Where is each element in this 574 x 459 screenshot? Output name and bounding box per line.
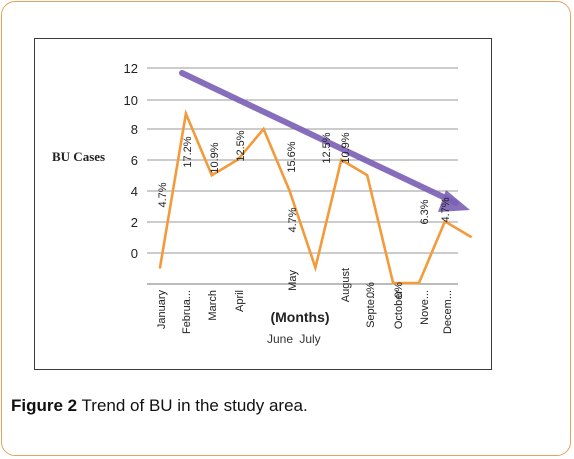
y-tick-12: 12 — [124, 61, 138, 76]
data-point — [184, 112, 188, 115]
y-tick-10: 10 — [124, 93, 138, 108]
data-label: 4.7% — [157, 182, 169, 207]
data-point — [236, 158, 239, 161]
x-tick-may: May — [287, 270, 299, 291]
data-point — [288, 189, 291, 192]
x-extra-label-june: June — [267, 332, 293, 346]
x-tick-april: April — [234, 290, 246, 312]
x-tick-decem: Decem... — [442, 290, 454, 334]
data-point — [443, 220, 447, 223]
data-label: 12.5% — [321, 132, 333, 163]
trend-arrow-head — [438, 190, 470, 212]
x-tick-october: October — [393, 290, 405, 329]
x-tick-nove: Nove... — [419, 290, 431, 325]
y-tick-6: 6 — [131, 153, 138, 168]
data-point — [262, 127, 265, 131]
x-tick-january: January — [156, 290, 168, 330]
y-axis-label: BU Cases — [52, 149, 106, 164]
x-tick-march: March — [207, 290, 219, 321]
x-tick-februa: Februa... — [181, 290, 193, 334]
caption-label: Figure 2 — [11, 396, 78, 415]
data-label: 6.3% — [419, 199, 431, 224]
data-label: 4.7% — [440, 197, 452, 222]
trend-arrow-shaft — [179, 70, 459, 206]
data-point — [469, 235, 472, 238]
y-tick-2: 2 — [131, 215, 138, 230]
data-point — [366, 174, 369, 177]
data-point — [391, 281, 395, 285]
y-tick-4: 4 — [131, 184, 138, 199]
data-label: 4.7% — [287, 207, 299, 232]
data-point — [210, 174, 213, 177]
y-tick-8: 8 — [131, 122, 138, 137]
data-label: 0% — [365, 282, 377, 298]
trend-arrow — [179, 70, 470, 212]
x-extra-label-july: July — [299, 332, 320, 346]
data-label: 17.2% — [182, 136, 194, 167]
gridlines — [147, 67, 458, 285]
data-label: 10.9% — [340, 132, 352, 163]
data-point — [314, 266, 317, 269]
series-line — [158, 108, 472, 285]
data-point — [417, 281, 421, 285]
data-label: 15.6% — [286, 141, 298, 172]
y-tick-0: 0 — [131, 246, 138, 261]
data-label: 0% — [393, 282, 405, 298]
x-tick-septe: Septe... — [365, 290, 377, 328]
data-label: 10.9% — [209, 142, 221, 173]
caption-text: Trend of BU in the study area. — [81, 396, 308, 415]
x-tick-labels: January Februa... March April May August Septe… — [156, 268, 454, 334]
figure-caption: Figure 2 Trend of BU in the study area. — [11, 396, 308, 416]
data-point — [340, 158, 343, 161]
data-labels: 4.7% 17.2% 10.9% 12.5% 15.6% 4.7% 12.5% 10.9% 0%… — [157, 130, 452, 298]
data-point — [158, 266, 162, 269]
data-label: 12.5% — [235, 130, 247, 161]
x-tick-august: August — [340, 268, 352, 302]
x-axis-label: (Months) — [270, 309, 329, 325]
y-tick-labels: 0 2 4 6 8 10 12 — [124, 61, 138, 261]
plot-frame — [34, 38, 492, 370]
